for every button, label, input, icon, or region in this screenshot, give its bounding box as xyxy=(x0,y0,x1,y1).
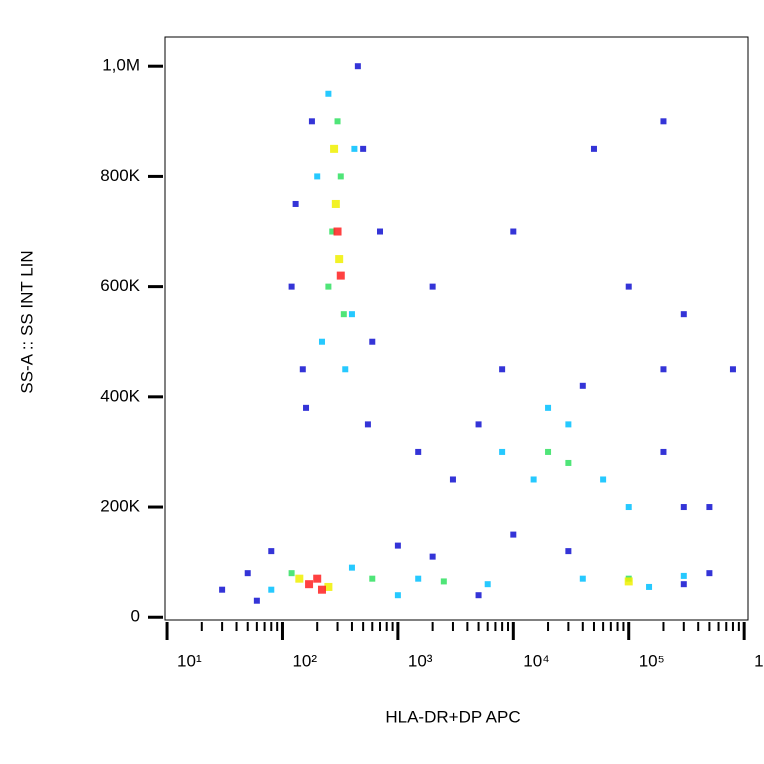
data-point xyxy=(360,145,367,152)
y-tick-label: 0 xyxy=(131,607,140,626)
data-point xyxy=(510,531,517,538)
x-axis-label: HLA-DR+DP APC xyxy=(385,707,520,726)
data-point xyxy=(660,366,667,373)
data-point xyxy=(325,283,332,290)
data-point xyxy=(415,575,422,582)
data-point xyxy=(340,311,347,318)
data-point xyxy=(590,145,597,152)
data-point xyxy=(329,228,336,235)
data-point xyxy=(334,118,341,125)
data-point xyxy=(680,504,687,511)
data-point xyxy=(324,582,333,591)
data-point xyxy=(308,118,315,125)
data-point xyxy=(706,570,713,577)
y-tick-label: 400K xyxy=(100,386,140,405)
data-point xyxy=(394,542,401,549)
data-point xyxy=(268,548,275,555)
data-point xyxy=(318,338,325,345)
data-point xyxy=(660,448,667,455)
data-point xyxy=(565,459,572,466)
y-tick-label: 600K xyxy=(100,276,140,295)
data-point xyxy=(369,575,376,582)
data-point xyxy=(545,404,552,411)
data-point xyxy=(624,577,633,586)
data-point xyxy=(394,592,401,599)
data-point xyxy=(299,366,306,373)
data-point xyxy=(313,574,322,583)
data-point xyxy=(415,448,422,455)
data-point xyxy=(484,581,491,588)
data-point xyxy=(325,90,332,97)
data-point xyxy=(331,199,340,208)
data-point xyxy=(369,338,376,345)
y-tick-label: 200K xyxy=(100,497,140,516)
data-point xyxy=(565,421,572,428)
data-point xyxy=(680,572,687,579)
data-point xyxy=(351,145,358,152)
data-point xyxy=(600,476,607,483)
data-point xyxy=(429,553,436,560)
x-tick-label: 10² xyxy=(292,651,317,670)
data-point xyxy=(288,570,295,577)
data-point xyxy=(377,228,384,235)
data-point xyxy=(337,173,344,180)
data-point xyxy=(305,580,314,589)
data-point xyxy=(680,311,687,318)
data-point xyxy=(475,421,482,428)
data-point xyxy=(295,574,304,583)
data-point xyxy=(348,311,355,318)
data-point xyxy=(440,578,447,585)
x-tick-label: 10⁵ xyxy=(639,651,665,670)
data-point xyxy=(625,504,632,511)
data-point xyxy=(646,583,653,590)
data-point xyxy=(706,504,713,511)
data-point xyxy=(219,586,226,593)
data-point xyxy=(292,200,299,207)
y-tick-label: 800K xyxy=(100,166,140,185)
data-point xyxy=(288,283,295,290)
data-point xyxy=(314,173,321,180)
data-point xyxy=(625,283,632,290)
x-tick-label: 10⁴ xyxy=(523,651,549,670)
data-point xyxy=(579,382,586,389)
data-point xyxy=(303,404,310,411)
data-point xyxy=(330,144,339,153)
data-point xyxy=(545,448,552,455)
data-point xyxy=(244,570,251,577)
data-point xyxy=(510,228,517,235)
y-axis-label: SS-A :: SS INT LIN xyxy=(17,250,36,393)
data-point xyxy=(499,448,506,455)
data-point xyxy=(565,548,572,555)
data-point xyxy=(335,255,344,264)
data-point xyxy=(499,366,506,373)
data-point xyxy=(354,63,361,70)
data-point xyxy=(342,366,349,373)
data-point xyxy=(333,227,342,236)
x-tick-label: 10³ xyxy=(408,651,433,670)
data-point xyxy=(660,118,667,125)
data-point xyxy=(336,271,345,280)
data-point xyxy=(364,421,371,428)
x-tick-label: 10¹ xyxy=(177,651,202,670)
data-point xyxy=(317,585,326,594)
data-point xyxy=(429,283,436,290)
data-point xyxy=(348,564,355,571)
plot-frame xyxy=(164,36,749,621)
data-point xyxy=(729,366,736,373)
data-point xyxy=(579,575,586,582)
data-point xyxy=(475,592,482,599)
x-tick-label: 10⁶ xyxy=(754,651,764,670)
data-point xyxy=(530,476,537,483)
y-tick-label: 1,0M xyxy=(102,56,140,75)
data-point xyxy=(268,586,275,593)
data-point xyxy=(449,476,456,483)
data-point xyxy=(680,581,687,588)
data-point xyxy=(253,597,260,604)
